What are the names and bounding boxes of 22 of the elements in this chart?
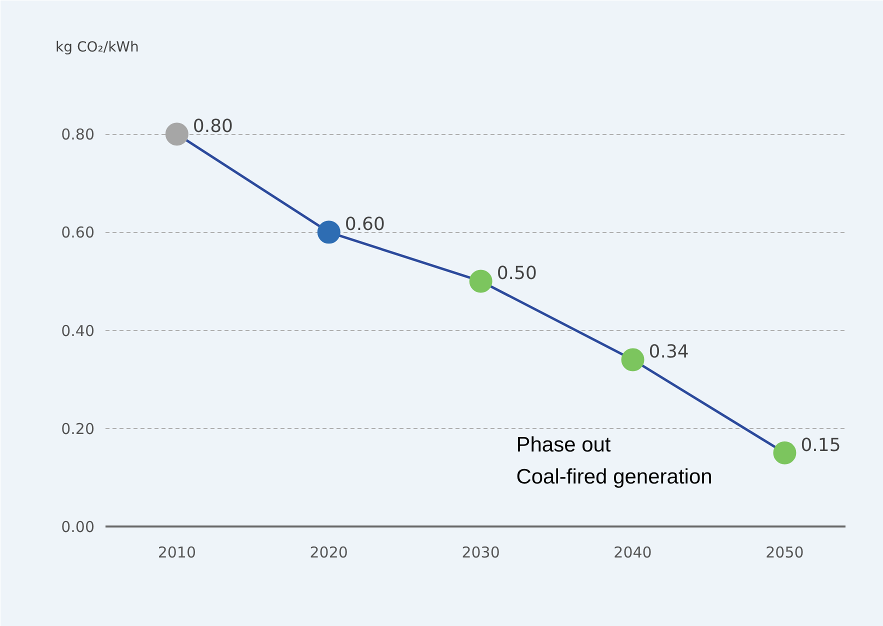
y-tick-label: 0.00 bbox=[61, 518, 95, 536]
annotation: Phase out Coal-fired generation bbox=[516, 433, 712, 488]
x-tick-label: 2040 bbox=[614, 544, 652, 562]
point bbox=[165, 122, 188, 146]
point bbox=[773, 441, 796, 464]
x-tick-label: 2010 bbox=[158, 544, 196, 562]
data-label: 0.15 bbox=[800, 434, 841, 456]
point bbox=[469, 270, 492, 293]
x-tick-label: 2020 bbox=[310, 544, 348, 562]
y-axis-title: kg CO₂/kWh bbox=[56, 40, 139, 56]
data-label: 0.34 bbox=[648, 342, 689, 363]
x-tick-label: 2050 bbox=[766, 544, 804, 562]
point bbox=[317, 220, 340, 244]
point bbox=[621, 348, 644, 372]
data-label: 0.50 bbox=[496, 263, 537, 284]
x-tick-label: 2030 bbox=[462, 544, 500, 562]
y-tick-label: 0.60 bbox=[61, 224, 95, 242]
y-tick-label: 0.40 bbox=[61, 322, 95, 340]
y-tick-label: 0.20 bbox=[61, 420, 95, 438]
data-label: 0.80 bbox=[192, 116, 233, 138]
data-label: 0.60 bbox=[344, 214, 385, 236]
y-tick-label: 0.80 bbox=[61, 126, 95, 144]
